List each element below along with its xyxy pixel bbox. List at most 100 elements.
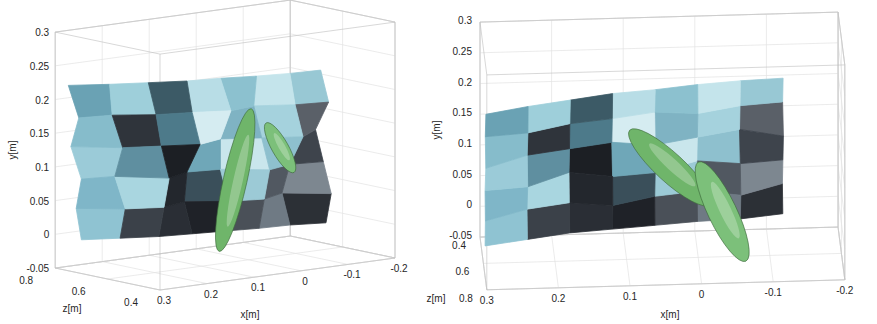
tick-label: 0.3: [480, 295, 494, 306]
figure: -0.2 -0.1 0 0.1 0.2 0.3 -0.05 0 0.05 0.1 0.15 0.2 0.…: [0, 0, 877, 324]
box-edge: [55, 236, 290, 268]
grid-line: [102, 262, 207, 284]
grid-line: [838, 12, 839, 227]
surface-cell: [187, 78, 231, 112]
grid-line: [290, 236, 395, 258]
grid-line: [552, 235, 559, 288]
surface-cell: [71, 147, 123, 180]
box-edge: [395, 22, 396, 258]
surface-cell: [612, 90, 655, 119]
grid-line: [160, 258, 395, 290]
surface-cell: [655, 112, 698, 145]
grid-line: [480, 74, 838, 84]
surface-cell: [570, 94, 613, 124]
grid-line: [342, 11, 343, 247]
grid-line: [487, 280, 845, 290]
surface-cell: [254, 73, 295, 106]
axis-label: z[m]: [63, 303, 82, 314]
box-edge: [838, 12, 839, 227]
background: [0, 0, 877, 324]
tick-label: 0.25: [453, 46, 473, 57]
tick-label: 0.3: [35, 27, 49, 38]
axis-label: x[m]: [661, 309, 680, 320]
tick-label: -0.2: [836, 285, 854, 296]
tick-label: 0.4: [124, 297, 138, 308]
box-edge: [160, 22, 395, 54]
tick-label: 0.6: [455, 266, 469, 277]
tick-label: 0: [302, 276, 308, 287]
surface-cell: [613, 173, 656, 206]
surface-cell: [148, 81, 192, 115]
box-edge: [480, 22, 481, 237]
tick-label: 0.2: [204, 289, 218, 300]
box-edge: [55, 0, 290, 32]
tick-label: 0: [44, 229, 50, 240]
axis-label: y[m]: [431, 120, 442, 139]
surface: [68, 70, 331, 240]
tick-label: 0: [699, 289, 705, 300]
object: [686, 156, 759, 268]
tick-label: 0.2: [551, 293, 565, 304]
tick-label: 0.3: [157, 295, 171, 306]
surface-cell: [740, 129, 784, 163]
grid-line: [480, 43, 838, 53]
object: [208, 106, 263, 254]
box-edge: [487, 65, 845, 75]
grid-line: [766, 229, 773, 282]
box-edge: [290, 236, 395, 258]
tick-label: -0.05: [26, 263, 49, 274]
grid-line: [149, 255, 254, 277]
grid-line: [483, 253, 841, 263]
tick-label: 0: [466, 199, 472, 210]
walls: [55, 0, 395, 290]
object-highlight: [223, 134, 253, 228]
grid-line: [844, 65, 845, 280]
tick-label: 0.15: [453, 107, 473, 118]
tick-label: 0.1: [251, 282, 265, 293]
box-edge: [844, 65, 845, 280]
axes-3d: -0.2-0.100.10.20.3-0.0500.050.10.150.20.…: [427, 12, 854, 320]
box-edge: [480, 22, 487, 75]
grid-line: [395, 22, 396, 258]
grid-line: [480, 12, 838, 22]
objects: [620, 120, 759, 268]
axis-label: y[m]: [7, 140, 18, 159]
tick-label: 0.8: [459, 293, 473, 304]
box-edge: [487, 280, 845, 290]
box-edge: [55, 32, 160, 54]
box-edge: [480, 12, 838, 22]
surface-cell: [282, 193, 331, 225]
surface-cell: [485, 107, 528, 137]
object-highlight: [707, 179, 744, 240]
tick-label: 0.05: [30, 196, 50, 207]
tick-label: 0.8: [19, 275, 33, 286]
surface-cell: [115, 146, 169, 178]
tick-label: 0.4: [452, 240, 466, 251]
tick-label: 0.2: [35, 95, 49, 106]
tick-labels: -0.2-0.100.10.20.3-0.0500.050.10.150.20.…: [19, 27, 408, 308]
grid-line: [243, 242, 348, 264]
box-edge: [838, 12, 845, 65]
surface-cell: [115, 176, 169, 209]
grid-line: [55, 34, 290, 66]
grid-line: [55, 0, 290, 32]
walls: [480, 12, 845, 290]
tick-label: 0.05: [453, 169, 473, 180]
grid-line: [196, 249, 301, 271]
surface-cell: [485, 187, 528, 221]
surface-cell: [569, 203, 613, 233]
grid-line: [480, 22, 481, 237]
tick-labels: -0.2-0.100.10.20.3-0.0500.050.10.150.20.…: [449, 15, 854, 306]
tick-label: 0.3: [458, 15, 472, 26]
surface-cell: [68, 84, 112, 118]
box-edge: [838, 227, 845, 280]
wall: [55, 0, 290, 268]
grid-line: [55, 236, 290, 268]
box-edges: [480, 12, 845, 290]
surface-cell: [569, 172, 613, 205]
surface-cell: [528, 100, 570, 133]
tick-label: 0.2: [458, 77, 472, 88]
tick-label: 0.1: [35, 162, 49, 173]
object-highlight: [271, 132, 292, 162]
tick-label: -0.1: [765, 287, 783, 298]
